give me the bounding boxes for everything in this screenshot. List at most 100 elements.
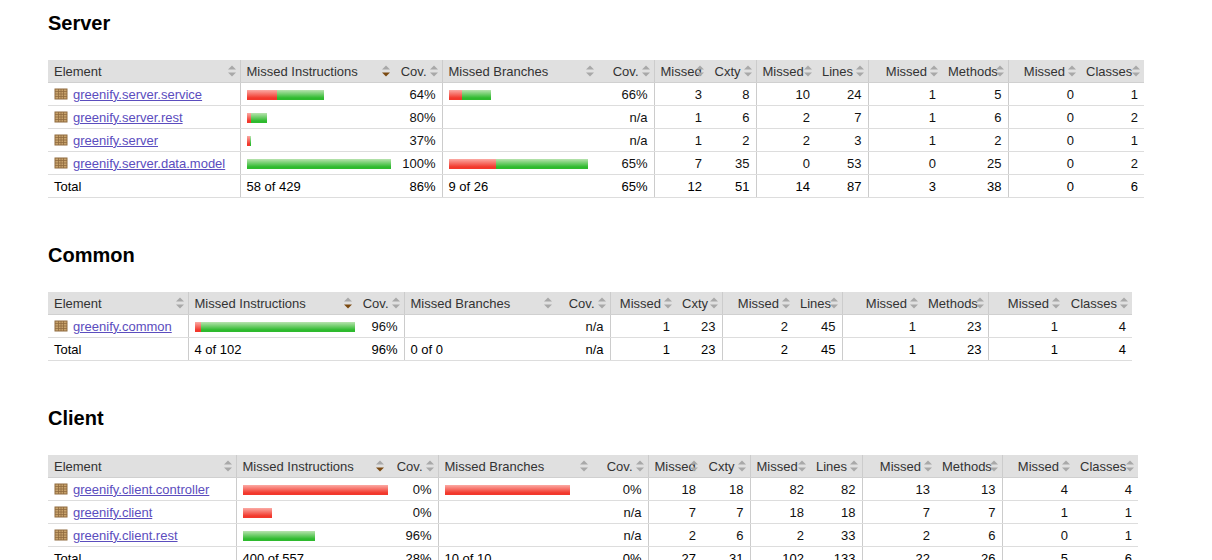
branches-coverage-pct: 65% <box>598 152 654 175</box>
sort-desc-icon <box>382 66 391 77</box>
section-title-client: Client <box>48 407 1212 430</box>
counter-cell: 6 <box>708 106 756 129</box>
column-header-cxty[interactable]: Cxty <box>702 455 750 478</box>
column-header-missed-branches[interactable]: Missed Branches <box>438 455 592 478</box>
counter-cell: 1 <box>1080 129 1144 152</box>
counter-cell: 1 <box>1074 524 1138 547</box>
column-header-classes[interactable]: Classes <box>1080 60 1144 83</box>
instructions-coverage-bar <box>240 129 394 152</box>
branches-coverage-bar <box>404 315 556 338</box>
column-header-lines[interactable]: Lines <box>816 60 868 83</box>
total-counter-cell: 102 <box>750 547 810 560</box>
column-header-missed-branches[interactable]: Missed Branches <box>404 292 556 315</box>
column-header-cov-[interactable]: Cov. <box>556 292 610 315</box>
counter-cell: 23 <box>922 315 988 338</box>
column-header-cxty[interactable]: Cxty <box>676 292 722 315</box>
total-instructions-text: 400 of 557 <box>236 547 388 560</box>
package-link[interactable]: greenify.client <box>73 505 152 520</box>
column-header-label: Cxty <box>682 296 708 311</box>
sort-icon <box>664 298 673 309</box>
column-header-missed[interactable]: Missed <box>1008 60 1080 83</box>
column-header-missed[interactable]: Missed <box>610 292 676 315</box>
column-header-methods[interactable]: Methods <box>936 455 1002 478</box>
coverage-table-common: Element Missed Instructions Cov. Missed Bra… <box>48 292 1132 361</box>
column-header-element[interactable]: Element <box>48 292 188 315</box>
column-header-label: Methods <box>942 459 992 474</box>
section-common: Common ElementMissed InstructionsCov.Mis… <box>48 244 1212 361</box>
total-row: Total58 of 42986%9 of 2665%1251148733806 <box>48 175 1144 198</box>
column-header-cov-[interactable]: Cov. <box>388 455 438 478</box>
total-row: Total4 of 10296%0 of 0n/a12324512314 <box>48 338 1132 361</box>
total-instructions-pct: 28% <box>388 547 438 560</box>
total-instructions-text: 58 of 429 <box>240 175 394 198</box>
column-header-methods[interactable]: Methods <box>942 60 1008 83</box>
package-icon <box>54 133 68 147</box>
column-header-missed[interactable]: Missed <box>988 292 1064 315</box>
element-cell: greenify.server <box>48 129 240 152</box>
column-header-classes[interactable]: Classes <box>1074 455 1138 478</box>
column-header-methods[interactable]: Methods <box>922 292 988 315</box>
counter-cell: 13 <box>862 478 936 501</box>
instructions-coverage-bar <box>236 501 388 524</box>
column-header-missed[interactable]: Missed <box>868 60 942 83</box>
column-header-label: Element <box>54 64 102 79</box>
counter-cell: 6 <box>942 106 1008 129</box>
column-header-cov-[interactable]: Cov. <box>394 60 442 83</box>
total-counter-cell: 6 <box>1080 175 1144 198</box>
column-header-missed[interactable]: Missed <box>722 292 794 315</box>
column-header-missed-branches[interactable]: Missed Branches <box>442 60 598 83</box>
package-link[interactable]: greenify.client.rest <box>73 528 178 543</box>
branches-coverage-bar <box>442 83 598 106</box>
total-counter-cell: 87 <box>816 175 868 198</box>
column-header-lines[interactable]: Lines <box>810 455 862 478</box>
column-header-cxty[interactable]: Cxty <box>708 60 756 83</box>
counter-cell: 18 <box>702 478 750 501</box>
column-header-lines[interactable]: Lines <box>794 292 842 315</box>
column-header-label: Missed Branches <box>445 459 545 474</box>
column-header-missed[interactable]: Missed <box>750 455 810 478</box>
column-header-element[interactable]: Element <box>48 455 236 478</box>
package-link[interactable]: greenify.server.service <box>73 87 202 102</box>
counter-cell: 1 <box>654 106 708 129</box>
column-header-cov-[interactable]: Cov. <box>598 60 654 83</box>
column-header-missed-instructions[interactable]: Missed Instructions <box>188 292 356 315</box>
sort-icon <box>1120 298 1129 309</box>
counter-cell: 13 <box>936 478 1002 501</box>
column-header-cov-[interactable]: Cov. <box>356 292 404 315</box>
total-counter-cell: 23 <box>922 338 988 361</box>
column-header-missed[interactable]: Missed <box>862 455 936 478</box>
total-branches-pct: n/a <box>556 338 610 361</box>
sort-icon <box>930 66 939 77</box>
column-header-cov-[interactable]: Cov. <box>592 455 648 478</box>
column-header-missed-instructions[interactable]: Missed Instructions <box>240 60 394 83</box>
package-link[interactable]: greenify.client.controller <box>73 482 209 497</box>
package-link[interactable]: greenify.common <box>73 319 172 334</box>
package-link[interactable]: greenify.server <box>73 133 158 148</box>
bar-green-segment <box>247 159 391 169</box>
column-header-missed[interactable]: Missed <box>648 455 702 478</box>
column-header-label: Missed Branches <box>411 296 511 311</box>
instructions-coverage-bar <box>240 106 394 129</box>
bar-red-segment <box>243 508 272 518</box>
column-header-missed-instructions[interactable]: Missed Instructions <box>236 455 388 478</box>
column-header-missed[interactable]: Missed <box>1002 455 1074 478</box>
sort-icon <box>830 298 839 309</box>
bar-green-segment <box>277 90 324 100</box>
column-header-classes[interactable]: Classes <box>1064 292 1132 315</box>
column-header-label: Missed Instructions <box>195 296 306 311</box>
counter-cell: 6 <box>936 524 1002 547</box>
column-header-label: Missed <box>1018 459 1059 474</box>
counter-cell: 18 <box>750 501 810 524</box>
column-header-element[interactable]: Element <box>48 60 240 83</box>
package-link[interactable]: greenify.server.rest <box>73 110 183 125</box>
column-header-missed[interactable]: Missed <box>654 60 708 83</box>
counter-cell: 45 <box>794 315 842 338</box>
column-header-missed[interactable]: Missed <box>842 292 922 315</box>
column-header-label: Cxty <box>715 64 741 79</box>
column-header-label: Element <box>54 459 102 474</box>
column-header-missed[interactable]: Missed <box>756 60 816 83</box>
instructions-coverage-pct: 37% <box>394 129 442 152</box>
package-link[interactable]: greenify.server.data.model <box>73 156 225 171</box>
coverage-table-client: ElementMissed InstructionsCov.Missed Bra… <box>48 455 1138 560</box>
sort-icon <box>744 66 753 77</box>
